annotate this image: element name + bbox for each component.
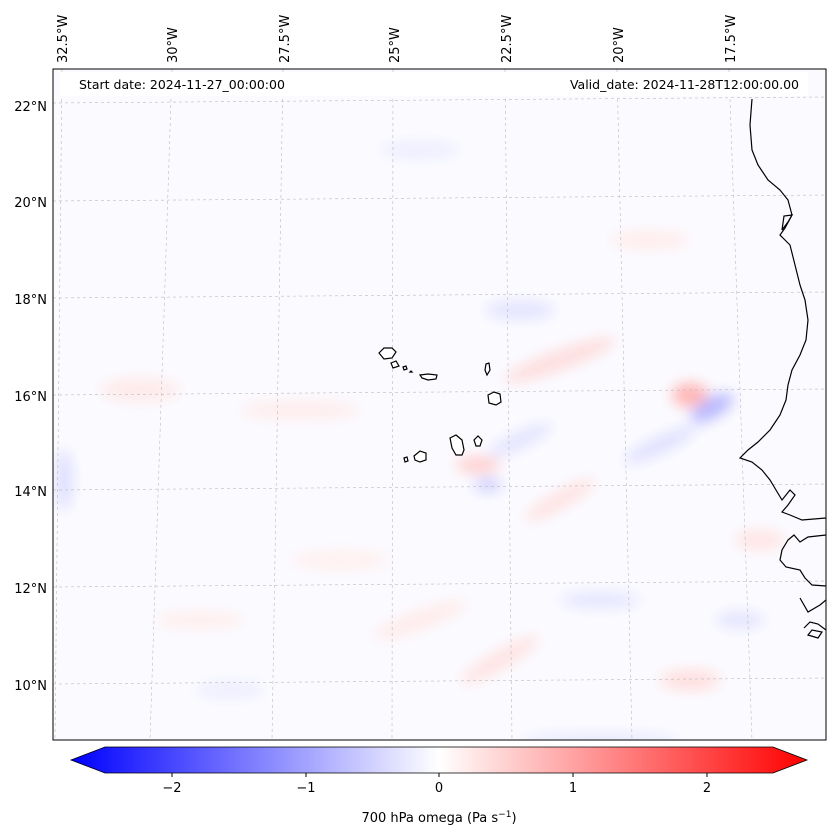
lat-label: 22°N	[14, 100, 47, 115]
colorbar-tick: −1	[296, 781, 315, 796]
lat-label: 18°N	[14, 293, 47, 308]
header-strip	[60, 72, 808, 96]
lon-labels: 32.5°W 30°W 27.5°W 25°W 22.5°W 20°W 17.5…	[56, 15, 739, 63]
lat-label: 10°N	[14, 679, 47, 694]
lat-label: 20°N	[14, 196, 47, 211]
lon-label: 27.5°W	[278, 15, 293, 63]
lon-label: 17.5°W	[724, 15, 739, 63]
cape-verde-islands	[378, 347, 502, 463]
lat-label: 14°N	[14, 485, 47, 500]
colorbar-tick: −2	[162, 781, 181, 796]
start-date-text: Start date: 2024-11-27_00:00:00	[79, 77, 285, 92]
colorbar-label: 700 hPa omega (Pa s−1)	[361, 810, 516, 826]
lat-labels: 22°N 20°N 18°N 16°N 14°N 12°N 10°N	[14, 100, 47, 694]
colorbar-tick: 1	[569, 781, 577, 796]
map-panel: Start date: 2024-11-27_00:00:00 Valid_da…	[53, 69, 826, 740]
colorbar: −2 −1 0 1 2 700 hPa omega (Pa s−1)	[69, 746, 809, 826]
gridlines	[53, 69, 826, 740]
colorbar-tick: 2	[703, 781, 711, 796]
lon-label: 22.5°W	[500, 15, 515, 63]
lon-label: 30°W	[166, 27, 181, 63]
lat-label: 16°N	[14, 390, 47, 405]
map-frame	[52, 68, 827, 741]
lon-label: 25°W	[388, 27, 403, 63]
colorbar-tick: 0	[435, 781, 443, 796]
omega-field	[56, 142, 785, 740]
coastline	[738, 98, 826, 639]
valid-date-text: Valid_date: 2024-11-28T12:00:00.00	[570, 77, 799, 92]
lon-label: 32.5°W	[56, 15, 71, 63]
lon-label: 20°W	[612, 27, 627, 63]
lat-label: 12°N	[14, 582, 47, 597]
